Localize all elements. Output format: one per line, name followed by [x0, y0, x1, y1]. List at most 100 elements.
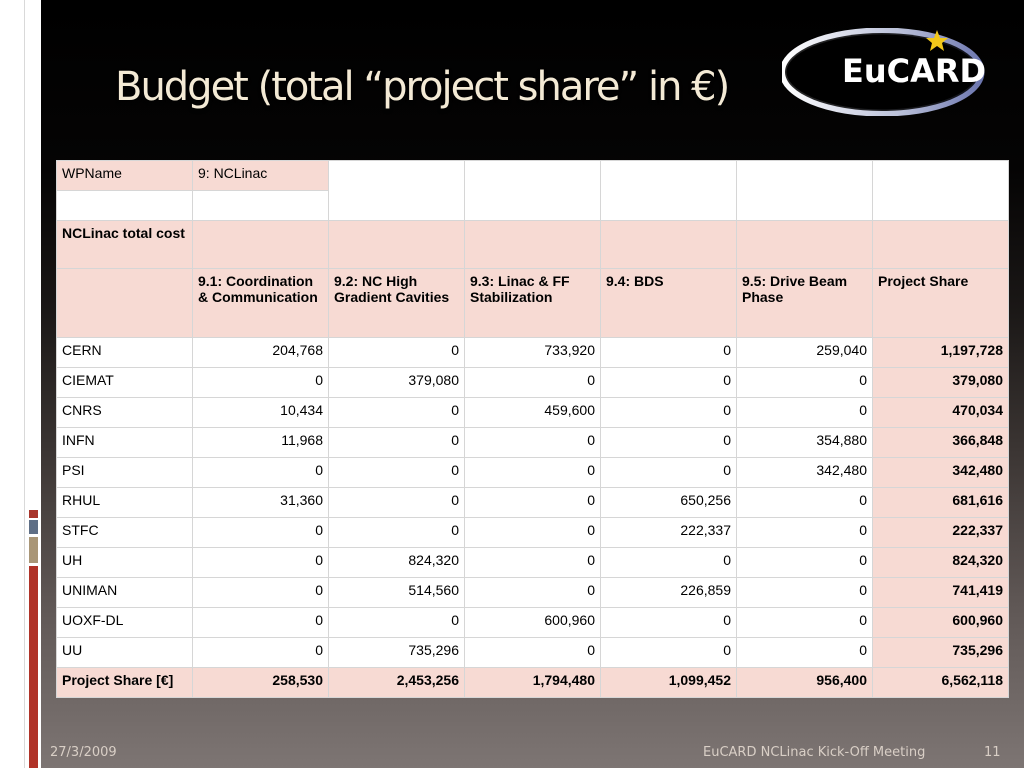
total-cell: 6,562,118: [872, 667, 1009, 698]
decor-bar-tan: [29, 537, 38, 563]
value-cell: 735,296: [328, 637, 465, 668]
value-cell: 0: [600, 607, 737, 638]
footer-event: EuCARD NCLinac Kick-Off Meeting: [703, 745, 926, 760]
table-row: CERN 204,768 0 733,920 0 259,040 1,197,728: [56, 337, 1009, 368]
project-share-cell: 600,960: [872, 607, 1009, 638]
value-cell: 0: [328, 517, 465, 548]
value-cell: 0: [464, 487, 601, 518]
value-cell: 0: [192, 517, 329, 548]
value-cell: 650,256: [600, 487, 737, 518]
star-icon: [926, 30, 948, 51]
totals-row: Project Share [€] 258,530 2,453,256 1,794,4…: [56, 667, 1009, 698]
value-cell: 0: [464, 367, 601, 398]
value-cell: 0: [192, 607, 329, 638]
institution-name: CNRS: [56, 397, 193, 428]
value-cell: 0: [736, 517, 873, 548]
empty-cell: [600, 220, 737, 269]
value-cell: 0: [328, 457, 465, 488]
header-cell-9-4: 9.4: BDS: [600, 268, 737, 338]
value-cell: 0: [600, 637, 737, 668]
project-share-cell: 379,080: [872, 367, 1009, 398]
header-cell-9-2: 9.2: NC High Gradient Cavities: [328, 268, 465, 338]
wpname-value: 9: NCLinac: [192, 160, 329, 191]
value-cell: 0: [600, 457, 737, 488]
empty-cell: [736, 220, 873, 269]
value-cell: 0: [464, 427, 601, 458]
value-cell: 0: [736, 547, 873, 578]
svg-text:EuCARD: EuCARD: [842, 52, 986, 90]
table-row: UH 0 824,320 0 0 0 824,320: [56, 547, 1009, 578]
project-share-cell: 824,320: [872, 547, 1009, 578]
project-share-cell: 470,034: [872, 397, 1009, 428]
value-cell: 204,768: [192, 337, 329, 368]
value-cell: 0: [464, 457, 601, 488]
decor-bar-red-top: [29, 510, 38, 518]
institution-name: RHUL: [56, 487, 193, 518]
empty-cell: [328, 220, 465, 269]
empty-cell: [872, 220, 1009, 269]
header-cell-9-5: 9.5: Drive Beam Phase: [736, 268, 873, 338]
institution-name: CIEMAT: [56, 367, 193, 398]
value-cell: 824,320: [328, 547, 465, 578]
table-row: UOXF-DL 0 0 600,960 0 0 600,960: [56, 607, 1009, 638]
total-cell: 2,453,256: [328, 667, 465, 698]
value-cell: 10,434: [192, 397, 329, 428]
value-cell: 0: [192, 577, 329, 608]
institution-name: UNIMAN: [56, 577, 193, 608]
empty-cell: [736, 160, 873, 221]
total-cost-label: NCLinac total cost: [56, 220, 193, 269]
table-row: RHUL 31,360 0 0 650,256 0 681,616: [56, 487, 1009, 518]
institution-name: INFN: [56, 427, 193, 458]
wpname-label: WPName: [56, 160, 193, 191]
empty-cell: [56, 190, 193, 221]
value-cell: 0: [328, 427, 465, 458]
total-cell: 1,794,480: [464, 667, 601, 698]
project-share-cell: 741,419: [872, 577, 1009, 608]
header-cell-9-1: 9.1: Coordination & Communication: [192, 268, 329, 338]
value-cell: 0: [328, 487, 465, 518]
value-cell: 0: [736, 637, 873, 668]
value-cell: 0: [464, 517, 601, 548]
empty-cell: [192, 190, 329, 221]
slide-title: Budget (total “project share” in €): [115, 64, 730, 110]
total-cell: 258,530: [192, 667, 329, 698]
wpname-row: WPName 9: NCLinac: [56, 160, 1009, 221]
table-row: PSI 0 0 0 0 342,480 342,480: [56, 457, 1009, 488]
value-cell: 0: [464, 637, 601, 668]
value-cell: 342,480: [736, 457, 873, 488]
value-cell: 514,560: [328, 577, 465, 608]
column-header-row: 9.1: Coordination & Communication 9.2: N…: [56, 268, 1009, 338]
table-row: CIEMAT 0 379,080 0 0 0 379,080: [56, 367, 1009, 398]
value-cell: 600,960: [464, 607, 601, 638]
totals-label: Project Share [€]: [56, 667, 193, 698]
project-share-cell: 735,296: [872, 637, 1009, 668]
project-share-cell: 366,848: [872, 427, 1009, 458]
value-cell: 0: [600, 397, 737, 428]
value-cell: 0: [600, 367, 737, 398]
value-cell: 0: [600, 547, 737, 578]
empty-cell: [328, 160, 465, 221]
institution-name: PSI: [56, 457, 193, 488]
empty-cell: [464, 160, 601, 221]
institution-name: CERN: [56, 337, 193, 368]
header-cell-project-share: Project Share: [872, 268, 1009, 338]
header-cell-9-3: 9.3: Linac & FF Stabilization: [464, 268, 601, 338]
value-cell: 0: [736, 397, 873, 428]
value-cell: 0: [192, 457, 329, 488]
footer-page-number: 11: [984, 745, 1001, 760]
total-cost-row: NCLinac total cost: [56, 220, 1009, 269]
value-cell: 0: [736, 577, 873, 608]
table-row: CNRS 10,434 0 459,600 0 0 470,034: [56, 397, 1009, 428]
eucard-logo: EuCARD: [782, 28, 994, 116]
value-cell: 379,080: [328, 367, 465, 398]
value-cell: 11,968: [192, 427, 329, 458]
value-cell: 259,040: [736, 337, 873, 368]
decor-bar-red-long: [29, 566, 38, 768]
value-cell: 0: [736, 487, 873, 518]
value-cell: 0: [464, 547, 601, 578]
decor-bar-slate: [29, 520, 38, 534]
value-cell: 0: [192, 637, 329, 668]
table-row: UNIMAN 0 514,560 0 226,859 0 741,419: [56, 577, 1009, 608]
total-cell: 1,099,452: [600, 667, 737, 698]
empty-cell: [872, 160, 1009, 221]
